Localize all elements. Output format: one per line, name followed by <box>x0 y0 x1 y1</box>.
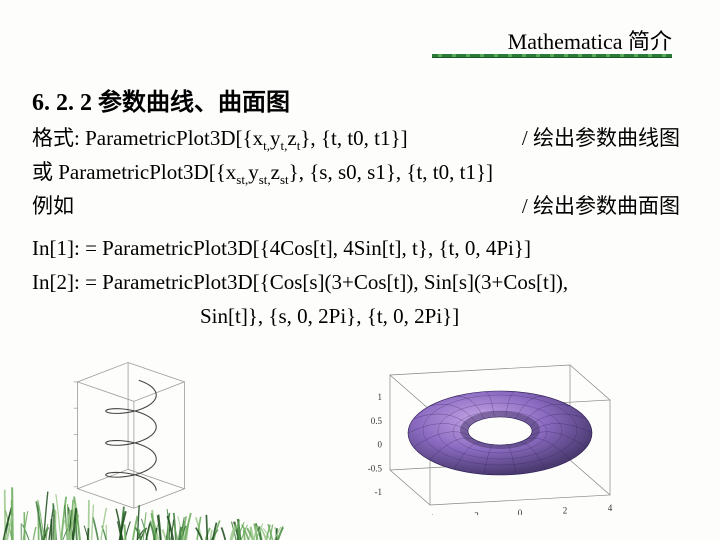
torus-figure: -4 -2 0 2 4 -1 -0.5 0 0.5 1 <box>350 345 630 515</box>
line1-prefix: 格式: ParametricPlot3D[{x <box>32 126 263 150</box>
grass-decoration <box>0 480 300 540</box>
svg-text:4: 4 <box>608 503 613 513</box>
sub-st2: st, <box>259 172 271 187</box>
svg-text:-0.5: -0.5 <box>368 463 383 473</box>
section-title: 6. 2. 2 参数曲线、曲面图 <box>32 82 290 117</box>
input-1: In[1]: = ParametricPlot3D[{4Cos[t], 4Sin… <box>32 232 680 265</box>
line3-left: 例如 <box>32 194 74 218</box>
line2-rest: }, {s, s0, s1}, {t, t0, t1}] <box>289 160 493 184</box>
svg-text:-4: -4 <box>426 513 434 515</box>
input-2a: In[2]: = ParametricPlot3D[{Cos[s](3+Cos[… <box>32 266 680 299</box>
line1-mid2: z <box>287 126 296 150</box>
svg-text:2: 2 <box>563 506 568 516</box>
line2-prefix: 或 ParametricPlot3D[{x <box>32 160 236 184</box>
svg-text:0: 0 <box>378 440 383 450</box>
sub-t1: t, <box>263 138 270 153</box>
line1-mid1: y <box>270 126 281 150</box>
input-2b: Sin[t]}, {s, 0, 2Pi}, {t, 0, 2Pi}] <box>200 300 680 333</box>
header-underline <box>432 54 672 57</box>
svg-text:0.5: 0.5 <box>371 416 383 426</box>
svg-text:0: 0 <box>518 508 523 515</box>
svg-text:-1: -1 <box>375 487 383 497</box>
format-line-1: 格式: ParametricPlot3D[{xt,yt,zt}, {t, t0,… <box>32 122 680 156</box>
line1-comment: / 绘出参数曲线图 <box>522 122 680 155</box>
sub-st1: st, <box>236 172 248 187</box>
svg-text:1: 1 <box>378 392 383 402</box>
sub-st3: st <box>280 172 289 187</box>
page-header: Mathematica 简介 <box>508 24 672 56</box>
format-line-2: 或 ParametricPlot3D[{xst,yst,zst}, {s, s0… <box>32 156 680 190</box>
svg-text:-2: -2 <box>471 511 479 516</box>
line1-rest: }, {t, t0, t1}] <box>300 126 407 150</box>
example-line: 例如 / 绘出参数曲面图 <box>32 190 680 223</box>
line2-mid1: y <box>248 160 259 184</box>
line3-comment: / 绘出参数曲面图 <box>522 190 680 223</box>
line2-mid2: z <box>271 160 280 184</box>
